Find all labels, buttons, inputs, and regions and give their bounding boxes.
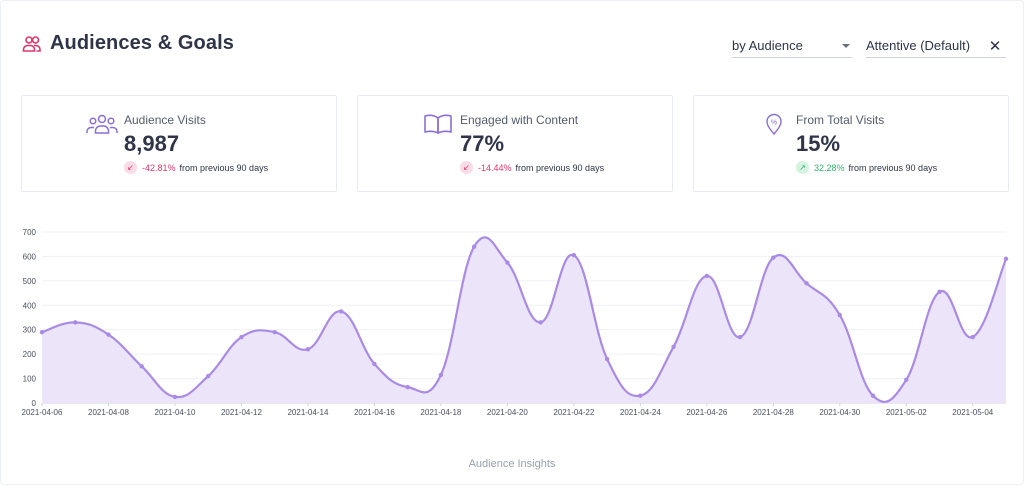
x-tick-label: 2021-04-28 xyxy=(753,408,794,417)
trend-caption: from previous 90 days xyxy=(848,162,938,173)
data-point xyxy=(438,372,444,378)
stat-value: 8,987 xyxy=(124,131,180,156)
trend-caption: from previous 90 days xyxy=(515,162,605,173)
stat-trend: ↙ -42.81% from previous 90 days xyxy=(124,161,268,174)
data-point xyxy=(771,255,776,260)
x-tick-label: 2021-05-04 xyxy=(952,408,993,417)
stat-label: Engaged with Content xyxy=(460,113,579,127)
y-tick-label: 600 xyxy=(23,252,37,261)
data-point xyxy=(106,332,111,337)
page-header: Audiences & Goals xyxy=(22,32,234,55)
arrow-up-right-icon: ↗ xyxy=(796,161,809,174)
arrow-down-left-icon: ↙ xyxy=(124,161,137,174)
caret-down-icon xyxy=(842,43,850,48)
data-point xyxy=(571,253,577,258)
y-tick-label: 0 xyxy=(32,399,37,408)
chart-caption: Audience Insights xyxy=(468,458,556,470)
y-tick-label: 100 xyxy=(23,375,37,384)
x-tick-label: 2021-04-26 xyxy=(686,408,727,417)
data-point xyxy=(804,281,809,286)
y-tick-label: 700 xyxy=(23,228,37,237)
data-point xyxy=(671,344,676,350)
data-point xyxy=(970,334,975,340)
data-point xyxy=(471,244,477,249)
stat-card-engaged-content: Engaged with Content 77% ↙ -14.44% from … xyxy=(357,95,673,192)
data-point xyxy=(206,373,211,379)
trend-percent: 32.28% xyxy=(814,162,845,173)
data-point xyxy=(172,394,178,400)
stat-label: Audience Visits xyxy=(124,113,206,127)
series-area xyxy=(42,237,1006,403)
x-tick-label: 2021-04-06 xyxy=(22,408,63,417)
x-tick-label: 2021-04-16 xyxy=(354,408,395,417)
data-point xyxy=(538,320,543,325)
svg-text:%: % xyxy=(771,120,777,127)
y-tick-label: 200 xyxy=(23,350,37,359)
data-point xyxy=(737,334,743,340)
data-point xyxy=(904,377,909,382)
data-point xyxy=(239,334,244,340)
stat-trend: ↙ -14.44% from previous 90 days xyxy=(460,161,604,174)
data-point xyxy=(73,320,78,325)
x-tick-label: 2021-04-24 xyxy=(620,408,661,417)
trend-caption: from previous 90 days xyxy=(179,162,269,173)
page-title: Audiences & Goals xyxy=(50,32,234,54)
data-point xyxy=(704,273,710,279)
stat-value: 77% xyxy=(460,131,505,156)
stat-card-total-visits: % From Total Visits 15% ↗ 32.28% from pr… xyxy=(693,95,1009,192)
x-tick-label: 2021-05-02 xyxy=(886,408,927,417)
segment-selector[interactable]: Attentive (Default) ✕ xyxy=(866,34,1006,58)
close-icon[interactable]: ✕ xyxy=(988,37,1002,55)
x-tick-label: 2021-04-30 xyxy=(819,408,860,417)
trend-percent: -14.44% xyxy=(478,162,512,173)
users-group-icon xyxy=(86,112,118,136)
stat-label: From Total Visits xyxy=(796,113,885,127)
data-point xyxy=(39,329,45,335)
data-point xyxy=(505,260,510,265)
stat-value: 15% xyxy=(796,131,841,156)
data-point xyxy=(870,393,876,398)
y-tick-label: 500 xyxy=(23,277,37,286)
x-tick-label: 2021-04-08 xyxy=(88,408,129,417)
x-tick-label: 2021-04-12 xyxy=(221,408,262,417)
arrow-down-left-icon: ↙ xyxy=(460,161,473,174)
x-tick-label: 2021-04-20 xyxy=(487,408,528,417)
data-point xyxy=(272,329,277,335)
data-point xyxy=(405,384,410,390)
x-tick-label: 2021-04-10 xyxy=(155,408,196,417)
audience-dropdown-value: by Audience xyxy=(732,38,803,53)
audience-dropdown[interactable]: by Audience xyxy=(732,34,852,58)
x-tick-label: 2021-04-14 xyxy=(287,408,328,417)
data-point xyxy=(1003,256,1009,262)
data-point xyxy=(372,361,377,367)
x-tick-label: 2021-04-18 xyxy=(420,408,461,417)
users-icon xyxy=(22,34,42,54)
y-tick-label: 400 xyxy=(23,301,37,310)
data-point xyxy=(837,312,842,318)
y-tick-label: 300 xyxy=(23,326,37,335)
segment-selector-value: Attentive (Default) xyxy=(866,38,971,53)
open-book-icon xyxy=(422,112,454,136)
data-point xyxy=(305,347,311,352)
audience-visits-chart: 0 100 200 300 400 500 600 700 2021-04-06 2021-04-… xyxy=(0,222,1024,427)
data-point xyxy=(937,289,942,295)
x-tick-label: 2021-04-22 xyxy=(553,408,594,417)
data-point xyxy=(338,309,344,314)
trend-percent: -42.81% xyxy=(142,162,176,173)
data-point xyxy=(638,393,643,398)
stat-card-audience-visits: Audience Visits 8,987 ↙ -42.81% from pre… xyxy=(21,95,337,192)
stat-trend: ↗ 32.28% from previous 90 days xyxy=(796,161,937,174)
data-point xyxy=(604,356,610,362)
data-point xyxy=(139,364,144,369)
percent-pin-icon: % xyxy=(758,112,790,136)
chart-canvas: 0 100 200 300 400 500 600 700 2021-04-06 2021-04-… xyxy=(22,228,1009,417)
